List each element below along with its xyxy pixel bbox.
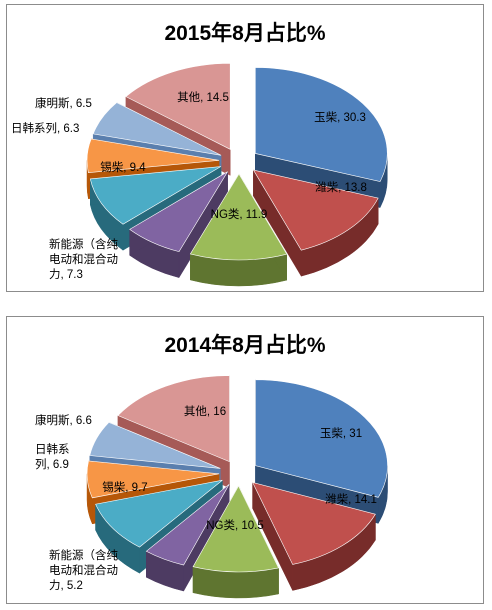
pie-slice [129,171,228,252]
chart-panel-2014: 2014年8月占比% 玉柴, 31 潍柴, 14.1 NG类, 10.5 新能源（含纯… [6,316,484,604]
chart-title: 2014年8月占比% [164,334,326,357]
slice-data-label: 潍柴, 14.1 [325,492,377,506]
slice-data-label: 锡柴, 9.7 [102,480,147,494]
pie-slice [125,63,231,150]
slice-data-label: 日韩系列, 6.3 [11,121,79,135]
pie-slice [86,460,220,499]
slice-data-label: 康明斯, 6.6 [35,413,92,427]
slice-data-label: 康明斯, 6.5 [35,96,92,110]
chart-panel-2015: 2015年8月占比% 玉柴, 30.3 潍柴, 13.8 NG类, 11.9 新能源（… [6,4,484,292]
slice-data-label: 其他, 16 [184,405,226,418]
pie-slice [189,173,288,261]
pie-slice [86,138,220,174]
pie-slice [145,484,230,566]
pie-slice [95,479,223,548]
pie-slice [192,485,280,573]
slice-data-label: 其他, 14.5 [177,91,229,104]
pie-slice [92,102,222,156]
slice-data-label: 新能源（含纯电动和混合动力, 5.2 [49,548,118,592]
pie-chart-2014: 玉柴, 31 潍柴, 14.1 NG类, 10.5 新能源（含纯电动和混合动力, 5.… [35,375,388,599]
pie-slice [255,379,388,498]
pie-slice [117,375,230,463]
slice-data-label: 玉柴, 30.3 [314,110,366,124]
slice-data-label: NG类, 11.9 [211,207,268,221]
slice-data-label: 锡柴, 9.4 [100,160,146,174]
pie-slice [89,166,222,225]
slice-data-label: 潍柴, 13.8 [315,180,367,194]
slice-data-label: NG类, 10.5 [206,518,264,532]
slice-data-label: 日韩系列, 6.9 [35,442,70,471]
slice-data-label: 新能源（含纯电动和混合动力, 7.3 [49,237,118,281]
slice-data-label: 玉柴, 31 [320,426,362,440]
pie-slice [252,482,376,565]
pie-slice [89,422,221,469]
pie-slice [252,169,379,251]
chart-title: 2015年8月占比% [164,22,326,45]
pie-slice [254,67,388,182]
pie-chart-2015: 玉柴, 30.3 潍柴, 13.8 NG类, 11.9 新能源（含纯电动和混合动力, … [11,63,388,287]
